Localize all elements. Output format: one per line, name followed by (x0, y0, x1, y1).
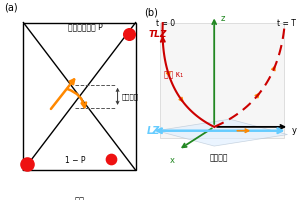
Text: y: y (292, 126, 297, 135)
Bar (23, 23, 136, 170)
Point (25, 162, 30, 165)
Bar (160, 23, 284, 138)
Polygon shape (157, 119, 287, 146)
Text: LZ: LZ (147, 126, 160, 136)
Text: TLZ: TLZ (149, 30, 167, 39)
Text: 曲率 κ₁: 曲率 κ₁ (164, 71, 183, 80)
Text: t = 0: t = 0 (157, 19, 175, 28)
Text: (a): (a) (4, 3, 18, 13)
Text: 時間: 時間 (74, 196, 85, 200)
Text: ギャップ: ギャップ (210, 153, 228, 162)
Text: x: x (169, 156, 175, 165)
Text: ギャップ: ギャップ (122, 93, 138, 100)
Point (109, 157, 113, 160)
Text: (b): (b) (144, 8, 158, 18)
Text: トンネル確率 P: トンネル確率 P (68, 23, 103, 32)
Text: 1 − P: 1 − P (65, 156, 85, 165)
Text: z: z (220, 14, 225, 23)
Point (127, 32, 132, 36)
Text: t = T: t = T (277, 19, 296, 28)
